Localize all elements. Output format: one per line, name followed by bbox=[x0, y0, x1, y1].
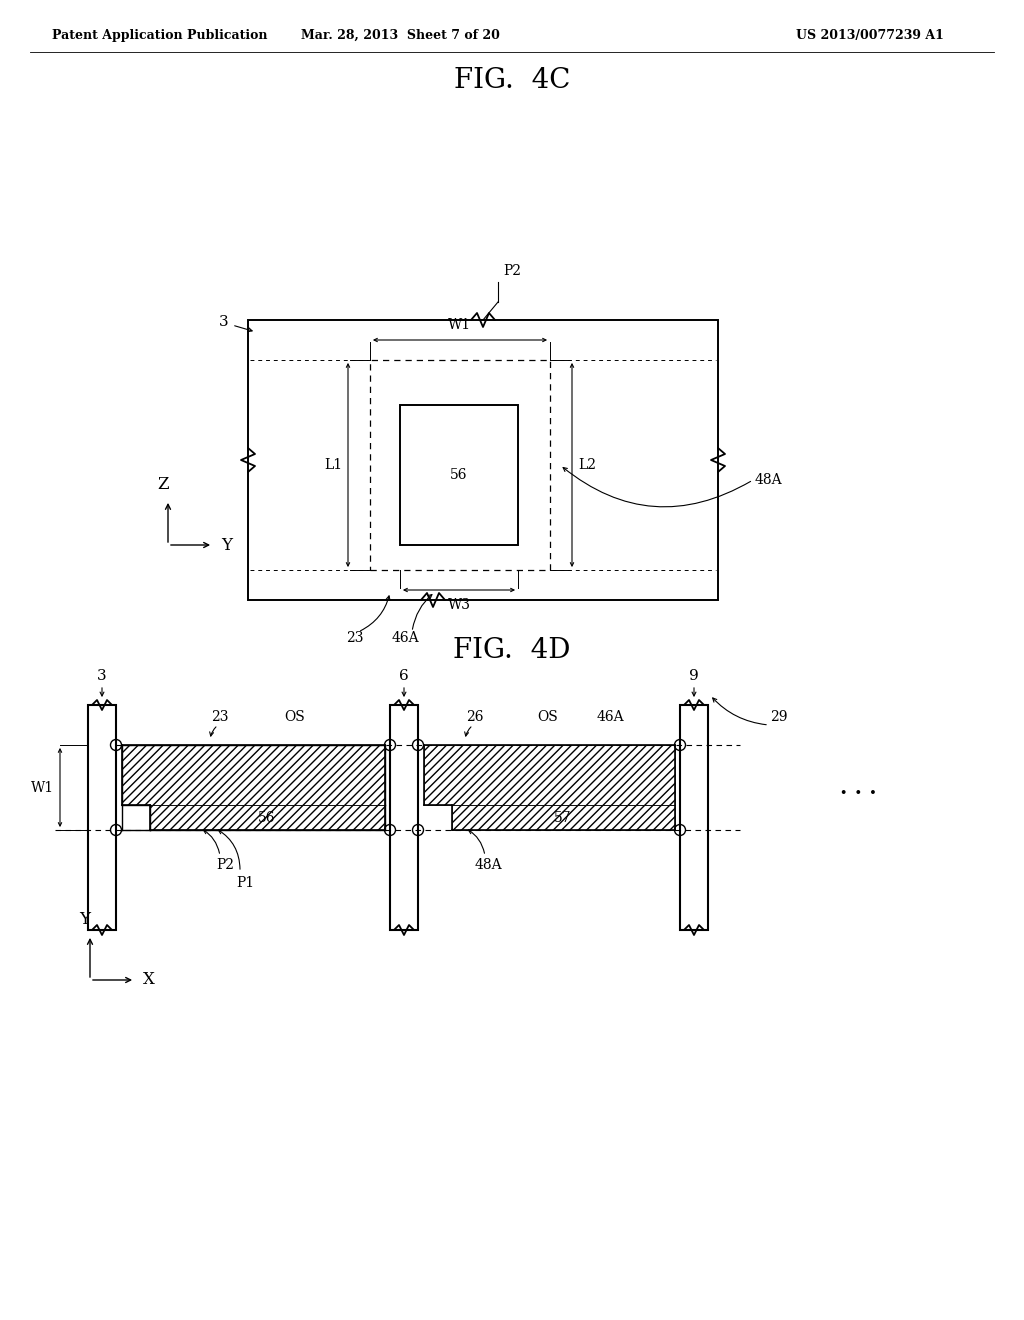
Text: 46A: 46A bbox=[391, 631, 419, 645]
Bar bbox=[680, 705, 708, 931]
Text: L2: L2 bbox=[578, 458, 596, 473]
Text: L1: L1 bbox=[324, 458, 342, 473]
Text: W1: W1 bbox=[449, 318, 472, 333]
Text: 3: 3 bbox=[97, 669, 106, 682]
Text: 48A: 48A bbox=[755, 473, 782, 487]
Text: 23: 23 bbox=[211, 710, 228, 723]
Text: Patent Application Publication: Patent Application Publication bbox=[52, 29, 267, 41]
Text: Y: Y bbox=[80, 911, 90, 928]
Text: 23: 23 bbox=[346, 631, 364, 645]
Text: OS: OS bbox=[285, 710, 305, 723]
Text: 56: 56 bbox=[258, 810, 275, 825]
Text: 9: 9 bbox=[689, 669, 698, 682]
Text: 6: 6 bbox=[399, 669, 409, 682]
Text: OS: OS bbox=[538, 710, 558, 723]
Bar bbox=[88, 705, 116, 931]
Text: 56: 56 bbox=[451, 469, 468, 482]
Text: . . .: . . . bbox=[840, 777, 877, 797]
Text: Mar. 28, 2013  Sheet 7 of 20: Mar. 28, 2013 Sheet 7 of 20 bbox=[301, 29, 500, 41]
Text: X: X bbox=[143, 972, 155, 989]
Text: 3: 3 bbox=[218, 315, 228, 329]
Text: FIG.  4C: FIG. 4C bbox=[454, 66, 570, 94]
Text: P2: P2 bbox=[216, 858, 234, 873]
Text: 57: 57 bbox=[554, 810, 571, 825]
Text: P2: P2 bbox=[503, 264, 521, 279]
Text: 26: 26 bbox=[466, 710, 483, 723]
Text: US 2013/0077239 A1: US 2013/0077239 A1 bbox=[796, 29, 944, 41]
Text: FIG.  4D: FIG. 4D bbox=[454, 636, 570, 664]
Text: Z: Z bbox=[158, 477, 169, 492]
Text: W3: W3 bbox=[447, 598, 470, 612]
Text: 48A: 48A bbox=[474, 858, 502, 873]
Bar bbox=[400, 405, 518, 545]
Text: Y: Y bbox=[221, 536, 232, 553]
Bar bbox=[370, 360, 550, 570]
Text: 46A: 46A bbox=[596, 710, 624, 723]
Bar bbox=[248, 319, 718, 601]
Text: 29: 29 bbox=[770, 710, 787, 723]
Bar bbox=[390, 705, 418, 931]
Text: W1: W1 bbox=[31, 780, 54, 795]
Text: P1: P1 bbox=[236, 876, 254, 890]
